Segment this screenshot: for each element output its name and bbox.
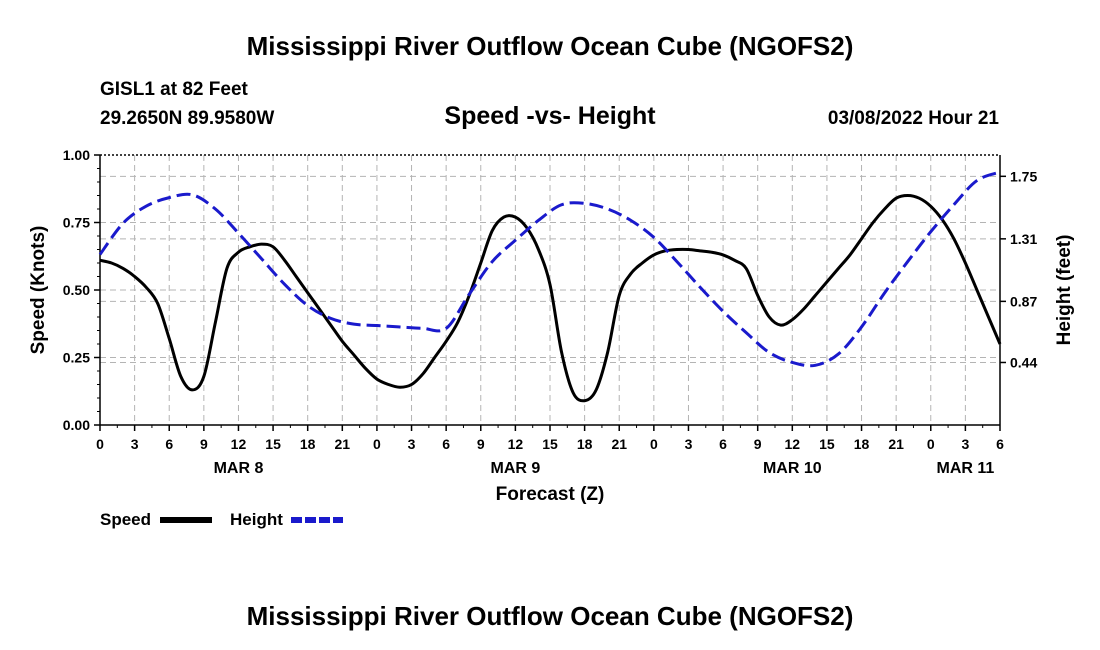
date-label: MAR 8	[214, 460, 264, 477]
legend-height-label: Height	[230, 510, 283, 529]
x-tick-label: 15	[542, 436, 558, 452]
x-tick-label: 18	[854, 436, 870, 452]
x-tick-label: 21	[611, 436, 627, 452]
x-tick-label: 12	[785, 436, 801, 452]
station-coords: 29.2650N 89.9580W	[100, 108, 274, 129]
x-tick-label: 3	[131, 436, 139, 452]
x-axis-label: Forecast (Z)	[496, 484, 605, 505]
station-label: GISL1 at 82 Feet	[100, 79, 249, 100]
x-tick-label: 0	[927, 436, 935, 452]
x-tick-label: 15	[819, 436, 835, 452]
speed-series-line	[99, 194, 1002, 403]
y2-tick-label: 0.87	[1010, 293, 1037, 309]
x-tick-label: 9	[754, 436, 762, 452]
x-tick-label: 3	[408, 436, 416, 452]
legend: Speed Height	[100, 510, 343, 529]
y-axis-label-right: Height (feet)	[1054, 235, 1075, 346]
x-tick-label: 9	[200, 436, 208, 452]
y-tick-label: 0.75	[63, 215, 90, 231]
x-tick-label: 18	[300, 436, 316, 452]
series	[98, 170, 1002, 403]
y2-tick-label: 1.75	[1010, 168, 1037, 184]
date-label: MAR 10	[763, 460, 822, 477]
y-tick-label: 0.00	[63, 417, 90, 433]
x-tick-label: 15	[265, 436, 281, 452]
y2-tick-label: 1.31	[1010, 231, 1037, 247]
x-tick-label: 12	[231, 436, 247, 452]
height-series-line	[98, 170, 1001, 368]
x-tick-label: 6	[996, 436, 1004, 452]
x-tick-label: 9	[477, 436, 485, 452]
x-tick-label: 6	[442, 436, 450, 452]
x-tick-label: 6	[165, 436, 173, 452]
x-tick-label: 6	[719, 436, 727, 452]
y2-tick-label: 0.44	[1010, 354, 1037, 370]
x-tick-label: 21	[888, 436, 904, 452]
x-tick-label: 0	[373, 436, 381, 452]
x-tick-label: 12	[508, 436, 524, 452]
x-tick-label: 21	[335, 436, 351, 452]
x-tick-label: 0	[96, 436, 104, 452]
date-label: MAR 11	[936, 460, 994, 477]
chart-subtitle: Speed -vs- Height	[444, 102, 656, 130]
main-title: Mississippi River Outflow Ocean Cube (NG…	[247, 31, 854, 61]
y-tick-label: 0.25	[63, 350, 90, 366]
date-label: MAR 9	[490, 460, 540, 477]
legend-speed-label: Speed	[100, 510, 151, 529]
axes: 0 3 6 9 12 15 18 21 0 3 6 9 12 15 18 21 0 3 6 9 12 15 18 21 0 3 6M…	[63, 147, 1038, 477]
footer-title: Mississippi River Outflow Ocean Cube (NG…	[247, 601, 854, 631]
y-tick-label: 0.50	[63, 282, 90, 298]
y-tick-label: 1.00	[63, 147, 90, 163]
forecast-datetime: 03/08/2022 Hour 21	[828, 108, 1000, 129]
x-tick-label: 18	[577, 436, 593, 452]
y-axis-label-left: Speed (Knots)	[28, 226, 49, 355]
x-tick-label: 0	[650, 436, 658, 452]
x-tick-label: 3	[685, 436, 693, 452]
x-tick-label: 3	[961, 436, 969, 452]
